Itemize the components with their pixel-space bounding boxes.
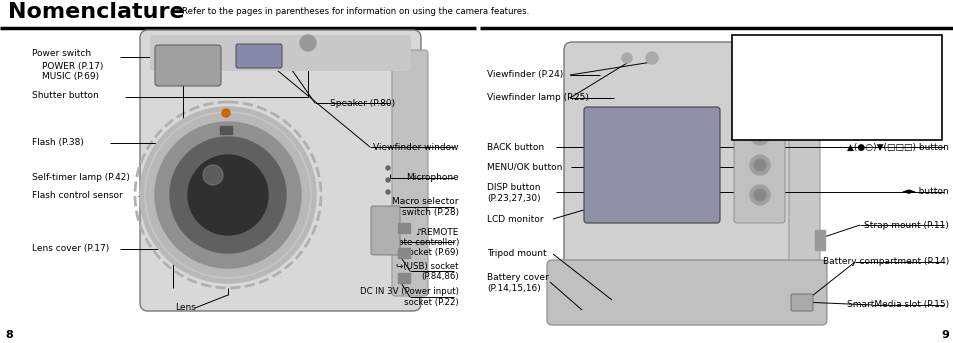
FancyBboxPatch shape [731,35,941,140]
Text: ▲(●○)▼(□□□) button: ▲(●○)▼(□□□) button [846,142,948,152]
Text: LCD monitor: LCD monitor [486,214,543,224]
Circle shape [386,190,390,194]
Text: switch (P.28): switch (P.28) [401,209,458,217]
Bar [397,273,410,283]
Text: * Refer to the pages in parentheses for information on using the camera features: * Refer to the pages in parentheses for … [174,7,529,16]
Text: Battery compartment (P.14): Battery compartment (P.14) [821,258,948,267]
Text: SmartMedia slot (P.15): SmartMedia slot (P.15) [846,300,948,309]
Circle shape [222,109,230,117]
Text: ♪/■■  Audio/Movie mode (P.51/48): ♪/■■ Audio/Movie mode (P.51/48) [741,94,892,103]
Text: Viewfinder window: Viewfinder window [374,142,458,152]
Text: socket (P.69): socket (P.69) [404,248,458,258]
Text: DISP button: DISP button [486,182,540,191]
FancyBboxPatch shape [546,260,826,325]
FancyBboxPatch shape [154,45,221,86]
Text: 9: 9 [941,330,948,340]
Text: Tripod mount: Tripod mount [486,249,546,259]
Text: Speaker (P.80): Speaker (P.80) [330,98,395,107]
Text: ▷  Playback mode (P.30): ▷ Playback mode (P.30) [741,77,845,86]
Circle shape [753,129,765,141]
Text: POWER (P.17): POWER (P.17) [42,61,103,71]
Text: (P.23,27,30): (P.23,27,30) [486,193,540,202]
Text: ↪(USB) socket: ↪(USB) socket [396,261,458,271]
Bar [397,223,410,233]
Text: (P.84,86): (P.84,86) [421,272,458,281]
Bar [397,248,410,258]
Text: BACK button: BACK button [486,142,543,152]
Circle shape [203,165,223,185]
Circle shape [386,178,390,182]
Circle shape [154,122,301,268]
FancyBboxPatch shape [733,87,784,223]
Text: Flash (P.38): Flash (P.38) [32,139,84,147]
FancyBboxPatch shape [392,50,428,296]
Text: 8: 8 [5,330,12,340]
Text: (P.14,15,16): (P.14,15,16) [486,284,540,293]
Circle shape [140,107,315,283]
Text: MENU/OK button: MENU/OK button [486,163,561,172]
Bar [220,126,232,134]
Text: MUSIC (P.69): MUSIC (P.69) [42,72,99,82]
Text: Lens cover (P.17): Lens cover (P.17) [32,245,110,253]
Text: Battery cover: Battery cover [486,272,548,282]
Circle shape [749,125,769,145]
Circle shape [731,55,761,85]
Text: Shutter button: Shutter button [32,91,99,99]
Circle shape [753,159,765,171]
Text: Power switch: Power switch [32,49,91,59]
Text: (remote controller): (remote controller) [377,238,458,248]
Circle shape [749,95,769,115]
Text: ◄► button: ◄► button [902,188,948,197]
Text: DC IN 3V (Power input): DC IN 3V (Power input) [359,287,458,296]
FancyBboxPatch shape [563,42,804,298]
Circle shape [386,166,390,170]
FancyBboxPatch shape [583,107,720,223]
FancyBboxPatch shape [140,30,420,311]
FancyBboxPatch shape [788,67,820,283]
Text: Viewfinder (P.24): Viewfinder (P.24) [486,71,562,80]
Circle shape [753,99,765,111]
Text: Self-timer lamp (P.42): Self-timer lamp (P.42) [32,173,130,181]
Circle shape [645,52,658,64]
FancyBboxPatch shape [235,44,282,68]
Text: 【Mode switch】: 【Mode switch】 [737,40,817,50]
Text: socket (P.22): socket (P.22) [404,298,458,308]
Text: Microphone: Microphone [406,174,458,182]
Text: Flash control sensor: Flash control sensor [32,191,123,201]
Circle shape [299,35,315,51]
Text: Nomenclature: Nomenclature [8,2,185,22]
Text: Lens: Lens [174,304,195,312]
Text: Macro selector: Macro selector [392,198,458,206]
Text: Viewfinder lamp (P.25): Viewfinder lamp (P.25) [486,94,588,103]
Circle shape [749,185,769,205]
Text: ♪REMOTE: ♪REMOTE [416,227,458,237]
Text: Strap mount (P.11): Strap mount (P.11) [863,221,948,229]
Circle shape [188,155,268,235]
Circle shape [749,155,769,175]
FancyBboxPatch shape [371,206,399,255]
Circle shape [621,53,631,63]
FancyBboxPatch shape [790,294,812,311]
FancyBboxPatch shape [150,35,411,71]
Circle shape [170,137,286,253]
Bar [814,230,824,250]
Text: ■  Still image mode (P.23): ■ Still image mode (P.23) [741,59,854,68]
Circle shape [753,189,765,201]
